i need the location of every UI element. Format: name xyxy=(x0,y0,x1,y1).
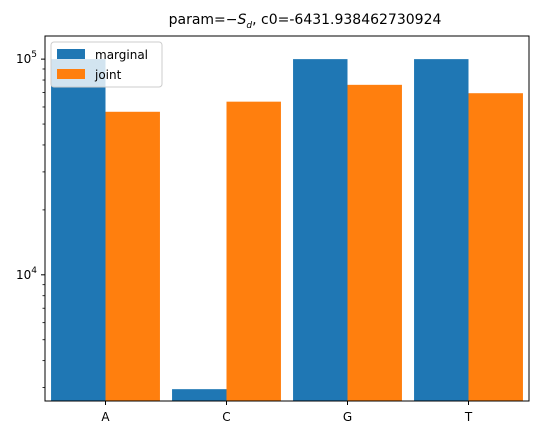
x-tick-label-C: C xyxy=(222,410,230,424)
bar-marginal-A xyxy=(51,59,106,402)
bar-joint-G xyxy=(347,84,402,401)
bar-joint-T xyxy=(468,93,523,401)
chart-title: param=−Sd, c0=-6431.938462730924 xyxy=(169,12,442,31)
bar-joint-C xyxy=(226,101,281,401)
y-tick-label: 105 xyxy=(16,50,37,66)
bar-marginal-C xyxy=(172,389,227,401)
legend-swatch-joint xyxy=(57,69,85,79)
bars-layer xyxy=(51,59,523,402)
y-tick-label: 104 xyxy=(16,266,37,282)
legend-swatch-marginal xyxy=(57,49,85,59)
bar-marginal-G xyxy=(293,59,348,402)
legend-label-marginal: marginal xyxy=(95,48,148,62)
legend-label-joint: joint xyxy=(94,68,122,82)
bar-joint-A xyxy=(105,111,160,401)
plot-frame xyxy=(44,35,530,402)
y-axis: 104 105 xyxy=(16,50,45,388)
legend: marginal joint xyxy=(50,41,163,88)
x-tick-label-G: G xyxy=(343,410,352,424)
bar-marginal-T xyxy=(414,59,469,402)
x-tick-label-T: T xyxy=(464,410,473,424)
x-tick-label-A: A xyxy=(101,410,110,424)
